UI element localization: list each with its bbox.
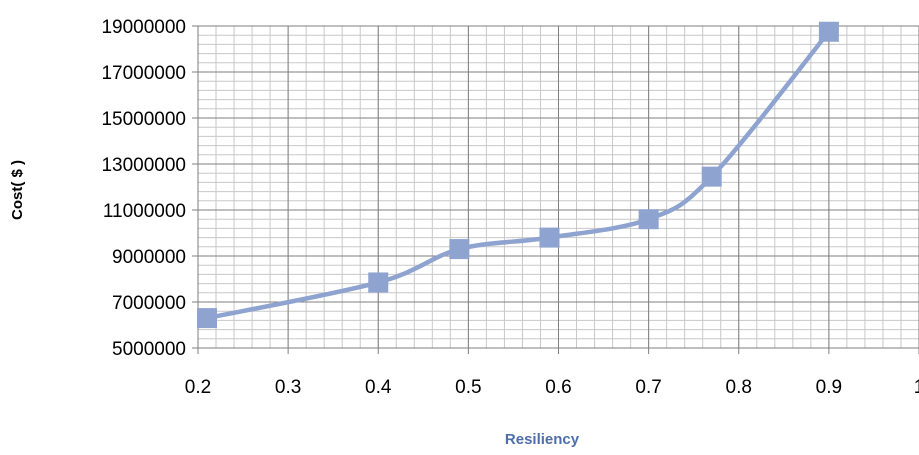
y-tick-label: 9000000 (112, 247, 186, 268)
x-tick-label: 0.4 (365, 377, 392, 398)
y-tick-label: 19000000 (101, 17, 186, 38)
y-tick-label: 17000000 (101, 63, 186, 84)
data-point-marker (449, 239, 470, 260)
x-tick-labels: 0.2 0.3 0.4 0.5 0.6 0.7 0.8 0.9 1 (185, 377, 919, 398)
y-tick-label: 7000000 (112, 293, 186, 314)
x-tick-label: 0.8 (726, 377, 752, 398)
data-markers (197, 21, 839, 329)
y-axis-label: Cost( $ ) (9, 160, 26, 220)
data-point-marker (701, 166, 722, 187)
x-tick-label: 0.7 (635, 377, 661, 398)
data-point-marker (197, 308, 218, 329)
series-line-path (206, 30, 831, 321)
data-point-marker (368, 272, 389, 293)
data-point-marker (818, 21, 839, 42)
x-tick-label: 0.3 (275, 377, 301, 398)
y-tick-labels: 5000000 7000000 9000000 11000000 13000000 150… (101, 17, 186, 360)
x-tick-label: 0.9 (816, 377, 842, 398)
axes (192, 25, 919, 354)
x-tick-label: 0.6 (545, 377, 571, 398)
y-tick-label: 15000000 (101, 109, 186, 130)
y-tick-label: 11000000 (103, 201, 186, 222)
y-tick-label: 5000000 (112, 339, 186, 360)
x-tick-label: 0.2 (185, 377, 211, 398)
x-tick-label: 0.5 (455, 377, 481, 398)
series-line (206, 30, 831, 321)
data-point-marker (638, 209, 659, 230)
data-point-marker (539, 227, 560, 248)
x-tick-label: 1 (914, 377, 919, 398)
x-axis-label: Resiliency (505, 431, 580, 448)
y-tick-label: 13000000 (101, 155, 186, 176)
